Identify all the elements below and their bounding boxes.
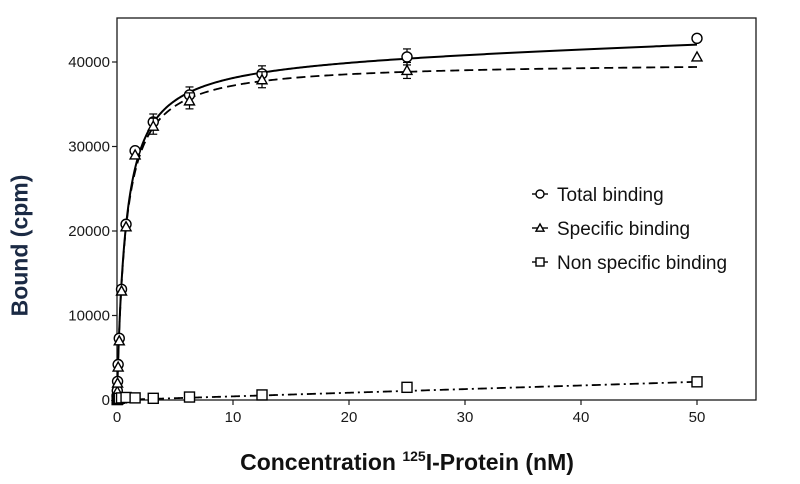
square-marker [401, 381, 413, 394]
y-tick-label: 0 [102, 392, 110, 409]
square-marker [129, 392, 141, 404]
y-tick-label: 10000 [68, 308, 110, 325]
square-marker [535, 257, 545, 267]
x-tick-label: 30 [457, 409, 474, 426]
y-axis-ticks: 0 10000 20000 30000 40000 [68, 54, 117, 409]
legend-label: Total binding [557, 185, 664, 206]
x-axis-title-prefix: Concentration [240, 449, 403, 475]
triangle-marker [115, 284, 128, 296]
triangle-marker [183, 94, 196, 106]
data-points [110, 32, 704, 406]
circle-marker [691, 32, 703, 45]
fit-curve-circle [116, 43, 698, 401]
y-tick-label: 30000 [68, 139, 110, 156]
plot-frame [116, 17, 757, 401]
y-axis-title-text: Bound (cpm) [6, 174, 33, 316]
x-tick-label: 0 [113, 409, 121, 426]
legend-item-square: Non specific binding [532, 253, 727, 274]
x-axis-ticks: 0 10 20 30 40 50 [113, 400, 706, 426]
fit-curves [116, 43, 698, 401]
square-marker [256, 389, 268, 401]
triangle-marker [111, 360, 125, 372]
legend: Total binding Specific binding Non specifi… [532, 185, 727, 274]
x-tick-label: 50 [689, 409, 706, 426]
x-tick-label: 10 [225, 409, 242, 426]
circle-marker [535, 189, 545, 199]
triangle-marker [690, 50, 704, 62]
x-tick-label: 40 [573, 409, 590, 426]
square-marker [147, 392, 159, 405]
y-tick-label: 40000 [68, 54, 110, 71]
square-marker [691, 376, 703, 388]
y-axis-title: Bound (cpm) [2, 90, 38, 400]
circle-marker [401, 51, 413, 63]
triangle-marker [111, 376, 124, 388]
square-marker [183, 391, 196, 403]
triangle-marker [128, 148, 142, 160]
triangle-marker [534, 222, 546, 232]
triangle-marker [400, 64, 414, 76]
plot-border [116, 17, 757, 401]
fit-curve-square [116, 380, 698, 401]
triangle-marker [119, 220, 133, 232]
x-axis-title: Concentration 125I-Protein (nM) [117, 448, 697, 476]
legend-item-triangle: Specific binding [532, 219, 690, 240]
y-tick-label: 20000 [68, 223, 110, 240]
triangle-marker [255, 73, 269, 85]
x-axis-title-superscript: 125 [402, 448, 426, 464]
legend-label: Non specific binding [557, 253, 727, 274]
x-tick-label: 20 [341, 409, 358, 426]
x-axis-title-suffix: I-Protein (nM) [425, 449, 574, 475]
triangle-marker [147, 119, 160, 131]
legend-item-circle: Total binding [532, 185, 664, 206]
triangle-marker [113, 334, 126, 346]
fit-curve-triangle [116, 66, 698, 401]
legend-label: Specific binding [557, 219, 690, 240]
